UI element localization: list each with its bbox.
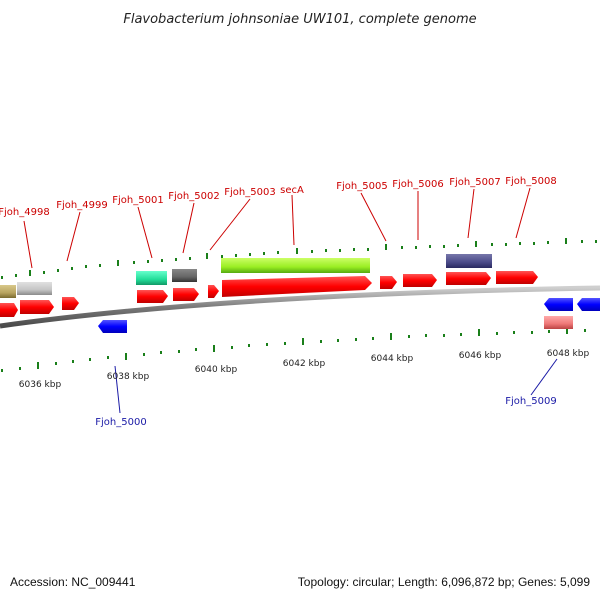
label-leader-lines-reverse	[114, 358, 558, 414]
cds-arrow-fjoh-5002[interactable]	[173, 288, 199, 301]
scale-label: 6036 kbp	[19, 380, 62, 390]
outer-tick-marks	[1, 238, 597, 279]
gene-label-fjoh-4999[interactable]: Fjoh_4999	[56, 200, 107, 211]
cds-arrow-fjoh-5005[interactable]	[380, 276, 397, 289]
accession-text: Accession: NC_009441	[10, 575, 136, 589]
reverse-cds-row	[98, 298, 600, 333]
cds-arrow-fjoh-4997[interactable]	[0, 303, 18, 317]
feature-lightgray[interactable]	[17, 282, 52, 295]
genome-summary-text: Topology: circular; Length: 6,096,872 bp…	[298, 575, 591, 589]
feature-gray[interactable]	[172, 269, 197, 282]
feature-lime[interactable]	[221, 258, 370, 273]
scale-label: 6048 kbp	[547, 349, 590, 359]
cds-arrow-fjoh-5010[interactable]	[544, 298, 573, 311]
gene-label-fjoh-5005[interactable]: Fjoh_5005	[336, 181, 387, 192]
scale-labels: 6036 kbp 6038 kbp 6040 kbp 6042 kbp 6044…	[19, 349, 590, 390]
cds-arrow-fjoh-5000[interactable]	[98, 320, 127, 333]
inner-tick-marks	[1, 327, 586, 372]
gene-label-fjoh-5006[interactable]: Fjoh_5006	[392, 179, 443, 190]
feature-olive[interactable]	[0, 285, 16, 298]
cds-arrow-fjoh-5008[interactable]	[496, 271, 538, 284]
cds-arrow-fjoh-5007[interactable]	[446, 272, 491, 285]
gene-label-fjoh-5009[interactable]: Fjoh_5009	[505, 396, 556, 407]
gene-label-fjoh-5007[interactable]: Fjoh_5007	[449, 177, 500, 188]
feature-pink[interactable]	[544, 316, 573, 329]
cds-arrow-fjoh-5006[interactable]	[403, 274, 437, 287]
upper-feature-row	[0, 254, 492, 298]
feature-navy[interactable]	[446, 254, 492, 268]
forward-cds-row	[0, 271, 538, 317]
cds-arrow-fjoh-5003[interactable]	[208, 285, 219, 298]
scale-label: 6046 kbp	[459, 351, 502, 361]
gene-label-fjoh-5003[interactable]: Fjoh_5003	[224, 187, 275, 198]
scale-label: 6040 kbp	[195, 365, 238, 375]
gene-label-fjoh-4998[interactable]: Fjoh_4998	[0, 207, 50, 218]
gene-label-seca[interactable]: secA	[280, 185, 304, 196]
scale-label: 6044 kbp	[371, 354, 414, 364]
scale-label: 6042 kbp	[283, 359, 326, 369]
label-leader-lines	[23, 187, 531, 269]
cds-arrow-fjoh-4999[interactable]	[62, 297, 79, 310]
gene-label-fjoh-5008[interactable]: Fjoh_5008	[505, 176, 556, 187]
gene-label-fjoh-5001[interactable]: Fjoh_5001	[112, 195, 163, 206]
reverse-gene-labels: Fjoh_5000 Fjoh_5009	[95, 396, 556, 428]
cds-arrow-fjoh-4998[interactable]	[20, 300, 54, 314]
gene-label-fjoh-5000[interactable]: Fjoh_5000	[95, 417, 146, 428]
scale-label: 6038 kbp	[107, 372, 150, 382]
forward-gene-labels: Fjoh_4998 Fjoh_4999 Fjoh_5001 Fjoh_5002 …	[0, 176, 557, 218]
cds-arrow-fjoh-5011[interactable]	[577, 298, 600, 311]
cds-arrow-seca[interactable]	[222, 276, 372, 297]
cds-arrow-fjoh-5001[interactable]	[137, 290, 168, 303]
feature-teal[interactable]	[136, 271, 167, 285]
gene-label-fjoh-5002[interactable]: Fjoh_5002	[168, 191, 219, 202]
map-title: Flavobacterium johnsoniae UW101, complet…	[123, 12, 476, 27]
genome-backbone	[0, 285, 600, 329]
